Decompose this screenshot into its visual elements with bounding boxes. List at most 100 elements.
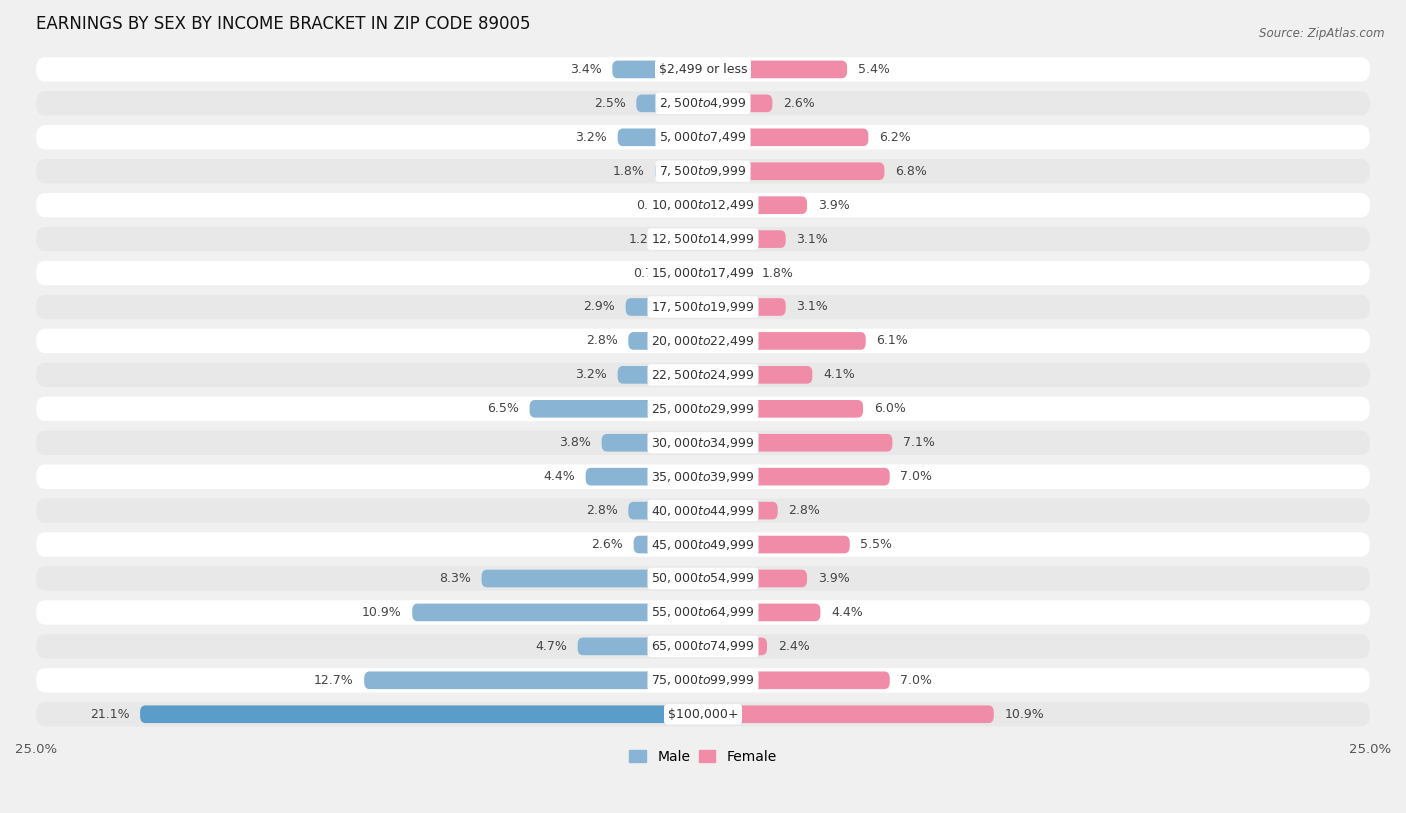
Text: $55,000 to $64,999: $55,000 to $64,999 [651, 606, 755, 620]
FancyBboxPatch shape [617, 128, 703, 146]
FancyBboxPatch shape [686, 197, 703, 214]
Text: 1.2%: 1.2% [628, 233, 661, 246]
Text: 3.9%: 3.9% [818, 572, 849, 585]
Text: 6.8%: 6.8% [896, 165, 927, 178]
FancyBboxPatch shape [37, 227, 1369, 251]
Text: $22,500 to $24,999: $22,500 to $24,999 [651, 367, 755, 382]
Text: $7,500 to $9,999: $7,500 to $9,999 [659, 164, 747, 178]
FancyBboxPatch shape [37, 634, 1369, 659]
FancyBboxPatch shape [703, 434, 893, 451]
Text: 2.8%: 2.8% [586, 334, 617, 347]
FancyBboxPatch shape [37, 193, 1369, 217]
FancyBboxPatch shape [37, 261, 1369, 285]
FancyBboxPatch shape [703, 570, 807, 587]
FancyBboxPatch shape [703, 536, 849, 554]
Text: Source: ZipAtlas.com: Source: ZipAtlas.com [1260, 27, 1385, 40]
FancyBboxPatch shape [37, 668, 1369, 693]
Text: 7.0%: 7.0% [900, 470, 932, 483]
FancyBboxPatch shape [37, 91, 1369, 115]
Text: 2.6%: 2.6% [591, 538, 623, 551]
Text: 3.1%: 3.1% [796, 233, 828, 246]
FancyBboxPatch shape [602, 434, 703, 451]
Text: 3.2%: 3.2% [575, 368, 607, 381]
FancyBboxPatch shape [703, 603, 820, 621]
Text: 7.0%: 7.0% [900, 674, 932, 687]
Text: $15,000 to $17,499: $15,000 to $17,499 [651, 266, 755, 280]
FancyBboxPatch shape [703, 61, 846, 78]
Text: $30,000 to $34,999: $30,000 to $34,999 [651, 436, 755, 450]
Text: 0.73%: 0.73% [633, 267, 673, 280]
Legend: Male, Female: Male, Female [624, 744, 782, 769]
Text: 3.4%: 3.4% [569, 63, 602, 76]
Text: $17,500 to $19,999: $17,500 to $19,999 [651, 300, 755, 314]
FancyBboxPatch shape [683, 264, 703, 282]
FancyBboxPatch shape [37, 125, 1369, 150]
FancyBboxPatch shape [37, 363, 1369, 387]
FancyBboxPatch shape [612, 61, 703, 78]
Text: 10.9%: 10.9% [361, 606, 402, 619]
Text: 3.8%: 3.8% [560, 437, 591, 450]
Text: 7.1%: 7.1% [903, 437, 935, 450]
FancyBboxPatch shape [703, 467, 890, 485]
Text: 6.1%: 6.1% [876, 334, 908, 347]
Text: 2.6%: 2.6% [783, 97, 815, 110]
FancyBboxPatch shape [37, 295, 1369, 320]
FancyBboxPatch shape [703, 706, 994, 723]
FancyBboxPatch shape [586, 467, 703, 485]
Text: 2.4%: 2.4% [778, 640, 810, 653]
FancyBboxPatch shape [578, 637, 703, 655]
FancyBboxPatch shape [37, 600, 1369, 624]
FancyBboxPatch shape [628, 332, 703, 350]
Text: 4.4%: 4.4% [543, 470, 575, 483]
Text: $40,000 to $44,999: $40,000 to $44,999 [651, 503, 755, 518]
FancyBboxPatch shape [412, 603, 703, 621]
FancyBboxPatch shape [617, 366, 703, 384]
FancyBboxPatch shape [37, 702, 1369, 727]
Text: 4.4%: 4.4% [831, 606, 863, 619]
Text: $100,000+: $100,000+ [668, 708, 738, 721]
Text: $75,000 to $99,999: $75,000 to $99,999 [651, 673, 755, 687]
Text: 3.2%: 3.2% [575, 131, 607, 144]
FancyBboxPatch shape [37, 328, 1369, 353]
Text: 1.8%: 1.8% [613, 165, 644, 178]
Text: 0.62%: 0.62% [636, 198, 676, 211]
Text: 12.7%: 12.7% [314, 674, 353, 687]
FancyBboxPatch shape [703, 197, 807, 214]
Text: $35,000 to $39,999: $35,000 to $39,999 [651, 470, 755, 484]
FancyBboxPatch shape [703, 502, 778, 520]
Text: $50,000 to $54,999: $50,000 to $54,999 [651, 572, 755, 585]
FancyBboxPatch shape [703, 400, 863, 418]
FancyBboxPatch shape [634, 536, 703, 554]
Text: 6.0%: 6.0% [873, 402, 905, 415]
FancyBboxPatch shape [703, 366, 813, 384]
FancyBboxPatch shape [530, 400, 703, 418]
FancyBboxPatch shape [37, 397, 1369, 421]
FancyBboxPatch shape [628, 502, 703, 520]
FancyBboxPatch shape [37, 567, 1369, 591]
Text: 5.4%: 5.4% [858, 63, 890, 76]
Text: 5.5%: 5.5% [860, 538, 893, 551]
Text: $2,499 or less: $2,499 or less [659, 63, 747, 76]
Text: 4.7%: 4.7% [536, 640, 567, 653]
Text: $12,500 to $14,999: $12,500 to $14,999 [651, 232, 755, 246]
Text: $20,000 to $22,499: $20,000 to $22,499 [651, 334, 755, 348]
FancyBboxPatch shape [637, 94, 703, 112]
Text: 2.8%: 2.8% [586, 504, 617, 517]
FancyBboxPatch shape [655, 163, 703, 180]
Text: 21.1%: 21.1% [90, 708, 129, 721]
Text: 2.5%: 2.5% [593, 97, 626, 110]
Text: $5,000 to $7,499: $5,000 to $7,499 [659, 130, 747, 144]
Text: 2.8%: 2.8% [789, 504, 820, 517]
FancyBboxPatch shape [703, 298, 786, 315]
Text: 8.3%: 8.3% [439, 572, 471, 585]
FancyBboxPatch shape [141, 706, 703, 723]
Text: $65,000 to $74,999: $65,000 to $74,999 [651, 639, 755, 654]
FancyBboxPatch shape [37, 533, 1369, 557]
Text: 6.5%: 6.5% [486, 402, 519, 415]
FancyBboxPatch shape [703, 637, 768, 655]
FancyBboxPatch shape [482, 570, 703, 587]
FancyBboxPatch shape [703, 332, 866, 350]
Text: 3.9%: 3.9% [818, 198, 849, 211]
FancyBboxPatch shape [703, 128, 869, 146]
Text: $10,000 to $12,499: $10,000 to $12,499 [651, 198, 755, 212]
